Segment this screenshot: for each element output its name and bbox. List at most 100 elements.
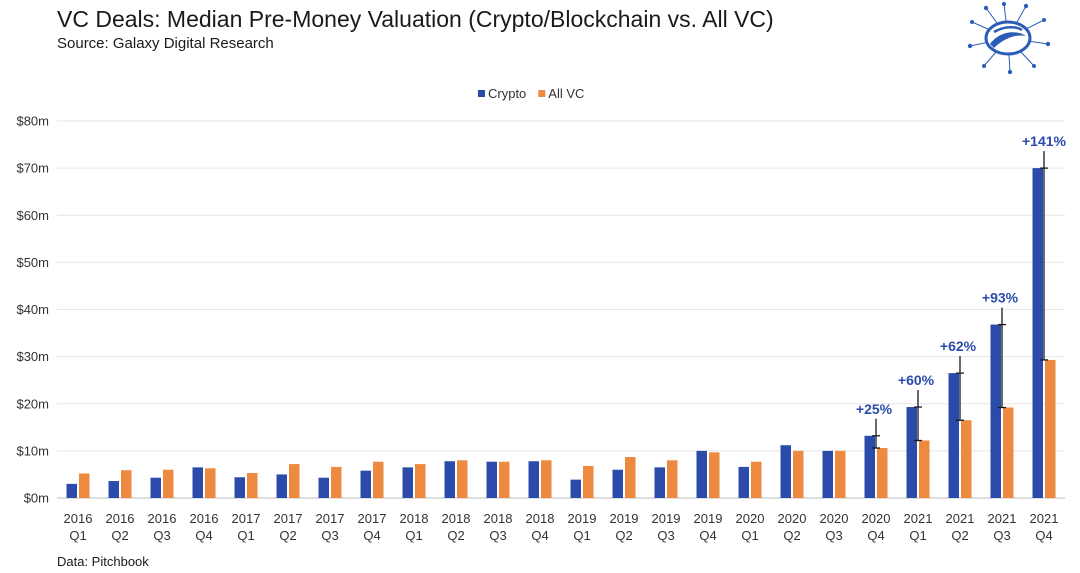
chart-subtitle: Source: Galaxy Digital Research	[57, 35, 274, 52]
x-tick-year: 2017	[316, 511, 345, 526]
x-tick-quarter: Q3	[825, 528, 842, 543]
x-tick-quarter: Q3	[657, 528, 674, 543]
legend: Crypto All VC	[478, 86, 584, 101]
y-axis-ticks: $0m $10m $20m $30m $40m $50m $60m $70m $80m	[16, 114, 49, 506]
logo-core-swoosh-2	[993, 26, 1023, 34]
x-tick-year: 2018	[400, 511, 429, 526]
bar-crypto	[1032, 168, 1043, 498]
bar-all-vc	[751, 461, 762, 498]
x-tick-year: 2020	[736, 511, 765, 526]
legend-label: All VC	[548, 86, 584, 101]
galaxy-network-logo-icon	[967, 2, 1051, 75]
x-tick-year: 2019	[694, 511, 723, 526]
x-tick-quarter: Q1	[405, 528, 422, 543]
bar-crypto	[948, 373, 959, 498]
annotation-label: +141%	[1022, 133, 1067, 149]
x-tick-quarter: Q2	[279, 528, 296, 543]
x-tick-quarter: Q4	[363, 528, 380, 543]
bar-crypto	[66, 483, 77, 498]
x-tick-quarter: Q3	[993, 528, 1010, 543]
gridlines	[57, 120, 1065, 499]
x-tick-quarter: Q3	[153, 528, 170, 543]
x-tick-year: 2016	[64, 511, 93, 526]
x-tick-quarter: Q1	[909, 528, 926, 543]
y-tick-label: $30m	[16, 349, 49, 364]
x-axis-ticks: 2016 Q1 2016 Q2 2016 Q3 2016 Q4 2017 Q1 2017 Q2 2017…	[64, 511, 1059, 543]
x-tick-year: 2021	[946, 511, 975, 526]
x-tick-year: 2017	[274, 511, 303, 526]
annotations: +25% +60% +62% +93% +141%	[856, 133, 1067, 449]
x-tick-quarter: Q2	[111, 528, 128, 543]
bar-crypto	[318, 477, 329, 498]
bar-crypto	[780, 445, 791, 498]
x-tick-quarter: Q2	[615, 528, 632, 543]
x-tick-year: 2020	[778, 511, 807, 526]
bar-all-vc	[457, 460, 468, 498]
x-tick-quarter: Q2	[783, 528, 800, 543]
bar-crypto	[864, 435, 875, 498]
chart-title: VC Deals: Median Pre-Money Valuation (Cr…	[57, 6, 774, 32]
x-tick-year: 2020	[862, 511, 891, 526]
bar-crypto	[108, 481, 119, 498]
bar-crypto	[402, 467, 413, 498]
x-tick-quarter: Q1	[69, 528, 86, 543]
x-tick-quarter: Q3	[321, 528, 338, 543]
bar-all-vc	[121, 470, 132, 498]
x-tick-quarter: Q2	[951, 528, 968, 543]
bar-crypto	[360, 470, 371, 498]
bar-crypto	[696, 450, 707, 498]
y-tick-label: $20m	[16, 396, 49, 411]
bar-all-vc	[331, 466, 342, 498]
logo-core-swoosh	[990, 32, 1026, 48]
bar-all-vc	[289, 464, 300, 498]
bar-crypto	[150, 477, 161, 498]
x-tick-year: 2016	[106, 511, 135, 526]
annotation-label: +62%	[940, 338, 977, 354]
data-source-note: Data: Pitchbook	[57, 554, 149, 569]
bar-all-vc	[793, 450, 804, 498]
bar-crypto	[234, 477, 245, 498]
x-tick-quarter: Q1	[573, 528, 590, 543]
x-tick-year: 2020	[820, 511, 849, 526]
bar-crypto	[276, 474, 287, 498]
x-tick-year: 2021	[988, 511, 1017, 526]
bar-all-vc	[919, 440, 930, 498]
x-tick-year: 2018	[442, 511, 471, 526]
y-tick-label: $10m	[16, 443, 49, 458]
bar-crypto	[486, 461, 497, 498]
x-tick-year: 2018	[526, 511, 555, 526]
x-tick-year: 2018	[484, 511, 513, 526]
x-tick-quarter: Q2	[447, 528, 464, 543]
x-tick-quarter: Q4	[699, 528, 716, 543]
x-tick-year: 2019	[652, 511, 681, 526]
bar-all-vc	[877, 448, 888, 498]
y-tick-label: $80m	[16, 114, 49, 129]
bar-all-vc	[205, 468, 216, 498]
bar-all-vc	[583, 465, 594, 498]
x-tick-quarter: Q4	[195, 528, 212, 543]
annotation-label: +25%	[856, 401, 893, 417]
y-tick-label: $0m	[24, 491, 49, 506]
x-tick-year: 2021	[904, 511, 933, 526]
x-tick-quarter: Q1	[237, 528, 254, 543]
logo-nodes	[967, 2, 1051, 75]
bar-crypto	[738, 466, 749, 498]
x-tick-year: 2016	[148, 511, 177, 526]
x-tick-year: 2016	[190, 511, 219, 526]
bar-all-vc	[1045, 359, 1056, 498]
y-tick-label: $70m	[16, 161, 49, 176]
bar-crypto	[822, 450, 833, 498]
bar-crypto	[906, 407, 917, 498]
bar-all-vc	[625, 457, 636, 498]
bar-all-vc	[499, 461, 510, 498]
bar-all-vc	[373, 461, 384, 498]
annotation-label: +93%	[982, 290, 1019, 306]
bar-crypto	[192, 467, 203, 498]
bar-all-vc	[709, 452, 720, 498]
annotation-label: +60%	[898, 372, 935, 388]
x-tick-year: 2019	[568, 511, 597, 526]
x-tick-quarter: Q1	[741, 528, 758, 543]
x-tick-year: 2017	[358, 511, 387, 526]
y-tick-label: $50m	[16, 255, 49, 270]
